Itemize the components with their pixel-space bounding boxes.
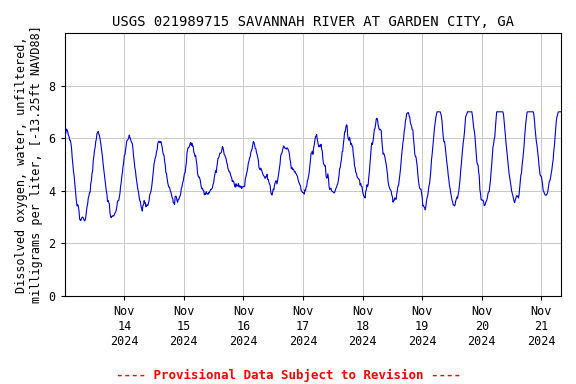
Y-axis label: Dissolved oxygen, water, unfiltered,
milligrams per liter, [-13.25ft NAVD88]: Dissolved oxygen, water, unfiltered, mil… [15, 25, 43, 303]
Text: ---- Provisional Data Subject to Revision ----: ---- Provisional Data Subject to Revisio… [116, 369, 460, 382]
Title: USGS 021989715 SAVANNAH RIVER AT GARDEN CITY, GA: USGS 021989715 SAVANNAH RIVER AT GARDEN … [112, 15, 514, 29]
